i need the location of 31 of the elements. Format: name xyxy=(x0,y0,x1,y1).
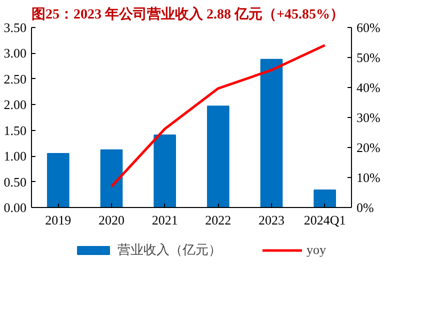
bar xyxy=(47,153,70,208)
y-tick-label: 3.50 xyxy=(4,20,26,35)
y-tick-label: 3.00 xyxy=(4,46,26,61)
x-tick-label: 2024Q1 xyxy=(304,212,346,228)
y-tick-label: 2.00 xyxy=(4,97,26,112)
y-tick-label: 0.00 xyxy=(4,200,26,215)
bar xyxy=(100,149,123,208)
line-series xyxy=(110,44,326,188)
y2-tick-label: 50% xyxy=(356,50,380,65)
bar xyxy=(260,58,283,208)
x-tick-label: 2021 xyxy=(152,212,178,228)
y2-tick-label: 10% xyxy=(356,170,380,185)
x-tick-label: 2022 xyxy=(205,212,232,228)
y-tick-label: 1.00 xyxy=(4,148,26,164)
y2-tick-label: 0% xyxy=(356,200,374,215)
bar xyxy=(207,106,230,208)
bar xyxy=(314,190,336,208)
y2-tick-label: 40% xyxy=(356,80,380,95)
y2-tick-label: 60% xyxy=(356,20,380,35)
x-tick-label: 2019 xyxy=(45,212,72,228)
y-tick-label: 1.50 xyxy=(4,122,26,138)
x-tick-label: 2020 xyxy=(98,212,124,228)
legend-label: yoy xyxy=(306,242,326,258)
y2-tick-label: 20% xyxy=(356,140,380,155)
y-tick-label: 0.50 xyxy=(4,174,26,190)
chart-title: 图25：2023 年公司营业收入 2.88 亿元（+45.85%） xyxy=(32,6,344,22)
legend-label: 营业收入（亿元） xyxy=(118,241,222,259)
y2-tick-label: 30% xyxy=(356,110,380,125)
y-tick-label: 2.50 xyxy=(4,71,26,86)
x-tick-label: 2023 xyxy=(258,212,284,228)
bar xyxy=(154,134,176,208)
